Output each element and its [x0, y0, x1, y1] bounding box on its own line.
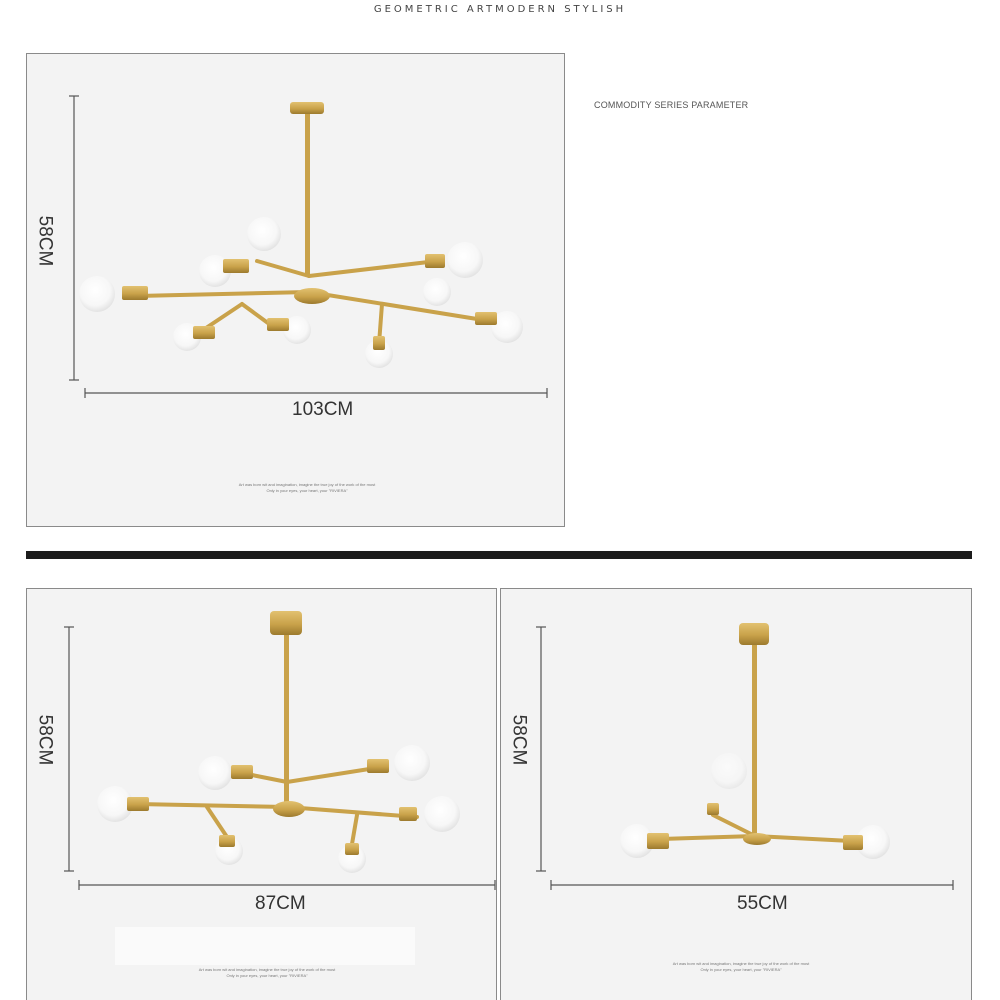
- down-rod: [284, 635, 289, 805]
- bulbs: [620, 753, 890, 859]
- chandelier-medium-illustration: [64, 611, 496, 890]
- height-label-small: 58CM: [508, 714, 530, 766]
- width-dimension-line: [78, 880, 496, 890]
- chandelier-large-illustration: [69, 95, 548, 398]
- height-label-large: 58CM: [34, 215, 56, 267]
- fine-print-large: Art was born wit and imagination, imagin…: [238, 482, 376, 493]
- sockets: [647, 803, 863, 850]
- down-rod: [305, 114, 310, 274]
- chandelier-small-illustration: [536, 623, 954, 890]
- params-heading: COMMODITY SERIES PARAMETER: [594, 100, 749, 110]
- ceiling-canopy: [270, 611, 302, 635]
- width-dimension-line: [550, 880, 954, 890]
- page-header-title: GEOMETRIC ARTMODERN STYLISH: [373, 4, 627, 15]
- section-divider: [26, 551, 972, 559]
- center-hub: [743, 833, 771, 845]
- width-label-small: 55CM: [737, 893, 788, 914]
- product-panel-small: 58CM 55CM Art was born wit and imaginati…: [500, 588, 972, 1000]
- down-rod: [752, 645, 757, 835]
- center-hub: [294, 288, 330, 304]
- height-label-medium: 58CM: [34, 714, 56, 766]
- center-hub: [273, 801, 305, 817]
- sockets: [122, 254, 497, 350]
- product-panel-medium: 58CM 87CM Art was born wit and imaginati…: [26, 588, 497, 1000]
- chandelier-arms: [659, 813, 853, 843]
- width-dimension-line: [84, 388, 548, 398]
- width-label-large: 103CM: [292, 399, 354, 420]
- height-dimension-line: [536, 626, 546, 872]
- height-dimension-line: [64, 626, 74, 872]
- height-dimension-line: [69, 95, 79, 381]
- bulbs: [79, 217, 523, 368]
- width-label-medium: 87CM: [255, 893, 306, 914]
- fine-print-small: Art was born wit and imagination, imagin…: [672, 961, 810, 972]
- ceiling-canopy: [739, 623, 769, 645]
- product-panel-large: 58CM 103CM Art was born wit and imaginat…: [26, 53, 565, 527]
- ceiling-canopy: [290, 102, 324, 114]
- sockets: [127, 759, 417, 855]
- caption-strip: [115, 927, 415, 965]
- fine-print-medium: Art was born wit and imagination, imagin…: [198, 967, 336, 978]
